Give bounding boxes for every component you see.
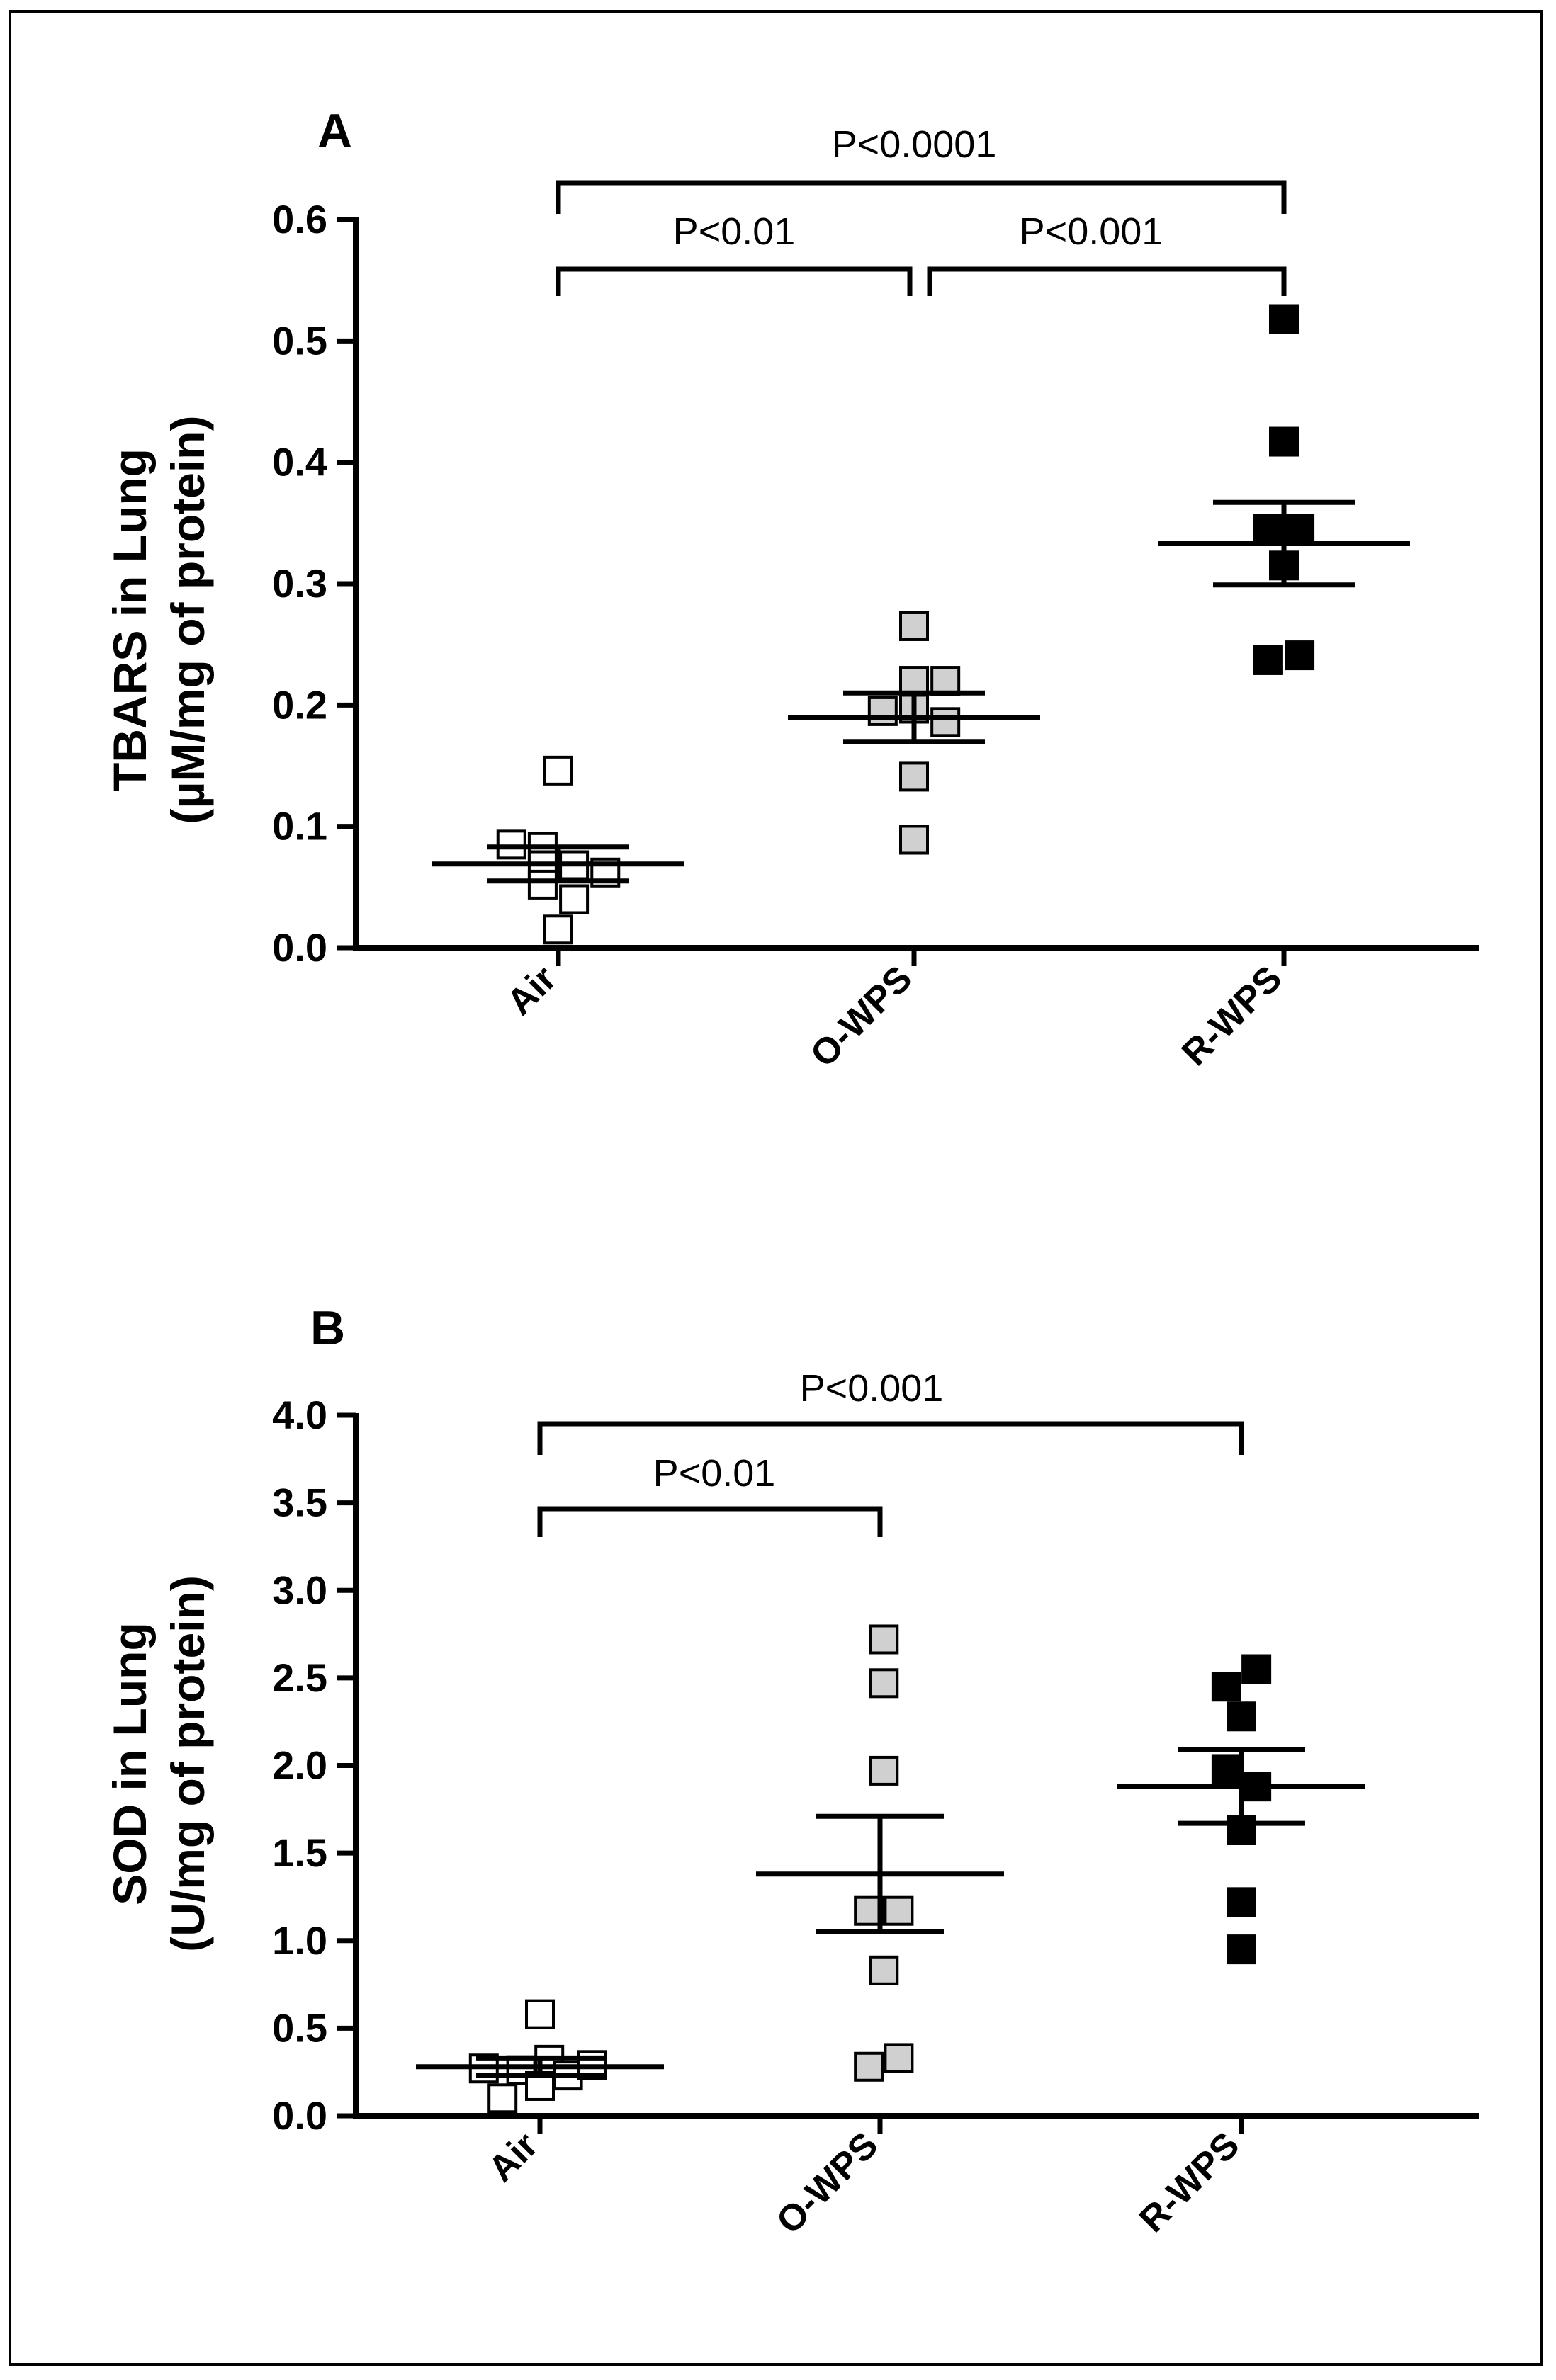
panel-a-label: A: [317, 104, 352, 158]
significance-label: P<0.01: [653, 1452, 776, 1495]
data-point: [899, 611, 929, 641]
y-tick-label: 0.5: [272, 2005, 327, 2050]
data-point: [1253, 514, 1283, 544]
data-point: [1227, 1887, 1256, 1917]
data-point: [884, 2043, 914, 2073]
data-point: [1227, 1934, 1256, 1965]
significance-label: P<0.01: [673, 210, 796, 253]
data-point: [899, 666, 929, 696]
data-point: [1285, 514, 1315, 544]
y-tick-label: 2.5: [272, 1655, 327, 1700]
significance-label: P<0.001: [800, 1367, 944, 1410]
data-point: [1241, 1654, 1272, 1684]
data-point: [525, 1999, 555, 2029]
panel-a: A TBARS in Lung (µM/mg of protein) 0.00.…: [103, 104, 1479, 1075]
significance-bracket: [537, 1506, 883, 1537]
y-tick-label: 0.6: [272, 197, 327, 242]
data-point: [884, 1896, 914, 1926]
panel-b-label: B: [310, 1301, 345, 1355]
x-tick-label: O-WPS: [803, 958, 920, 1075]
x-tick-label: Air: [499, 958, 564, 1023]
data-point: [869, 1668, 899, 1699]
panel-b-marks: 0.0 0.5 1.0 1.5 2.0 2.5 3.0 3.5 4.0 Air O-WPS R-WPS…: [272, 1367, 1479, 2242]
y-tick-label: 0.2: [272, 682, 327, 727]
data-point: [1285, 640, 1315, 671]
data-point: [899, 761, 929, 792]
data-point: [869, 1624, 899, 1655]
significance-label: P<0.0001: [832, 123, 997, 166]
data-point: [1211, 1754, 1241, 1784]
data-point: [854, 2051, 884, 2082]
significance-bracket: [556, 266, 913, 296]
significance-bracket: [537, 1421, 1244, 1455]
y-tick-label: 0.5: [272, 318, 327, 363]
data-point: [1269, 426, 1299, 457]
data-point: [543, 755, 573, 786]
data-point: [527, 869, 558, 900]
y-tick-label: 4.0: [272, 1393, 327, 1437]
y-tick-label: 1.0: [272, 1918, 327, 1963]
panel-a-ylabel-line1: TBARS in Lung: [103, 448, 156, 791]
data-point: [930, 666, 961, 696]
data-point: [1211, 1672, 1241, 1702]
data-point: [869, 1955, 899, 1985]
significance-bracket: [556, 180, 1287, 214]
x-tick-label: R-WPS: [1132, 2124, 1248, 2240]
y-tick-label: 0.3: [272, 561, 327, 606]
x-tick-label: R-WPS: [1174, 958, 1290, 1074]
y-tick-label: 0.4: [272, 440, 327, 484]
data-point: [899, 824, 929, 855]
y-tick-label: 0.1: [272, 804, 327, 849]
data-point: [1253, 645, 1283, 675]
significance-label: P<0.001: [1020, 210, 1163, 253]
y-tick-label: 3.0: [272, 1568, 327, 1612]
data-point: [1269, 304, 1299, 334]
panel-b: B SOD in Lung (U/mg of protein) 0.0 0.5 1.…: [103, 1301, 1479, 2242]
data-point: [869, 1755, 899, 1786]
data-point: [543, 914, 573, 945]
panel-a-marks: 0.0 0.1 0.2 0.3 0.4 0.5 0.6 Air O-WPS R-WPS P<0.00…: [272, 123, 1479, 1075]
y-tick-label: 0.0: [272, 925, 327, 970]
data-point: [930, 707, 961, 737]
x-tick-label: O-WPS: [769, 2124, 886, 2242]
data-point: [487, 2083, 518, 2114]
y-tick-label: 1.5: [272, 1830, 327, 1875]
y-tick-label: 3.5: [272, 1480, 327, 1525]
data-point: [559, 884, 590, 914]
panel-b-ylabel-line2: (U/mg of protein): [162, 1575, 214, 1952]
data-point: [1227, 1701, 1256, 1732]
x-tick-label: Air: [480, 2124, 546, 2189]
y-tick-label: 2.0: [272, 1743, 327, 1788]
y-tick-label: 0.0: [272, 2093, 327, 2138]
panel-a-ylabel-line2: (µM/mg of protein): [162, 416, 214, 824]
significance-bracket: [927, 266, 1287, 296]
panel-b-ylabel-line1: SOD in Lung: [103, 1622, 156, 1905]
data-point: [867, 696, 898, 726]
figure-frame: [9, 10, 1543, 2366]
